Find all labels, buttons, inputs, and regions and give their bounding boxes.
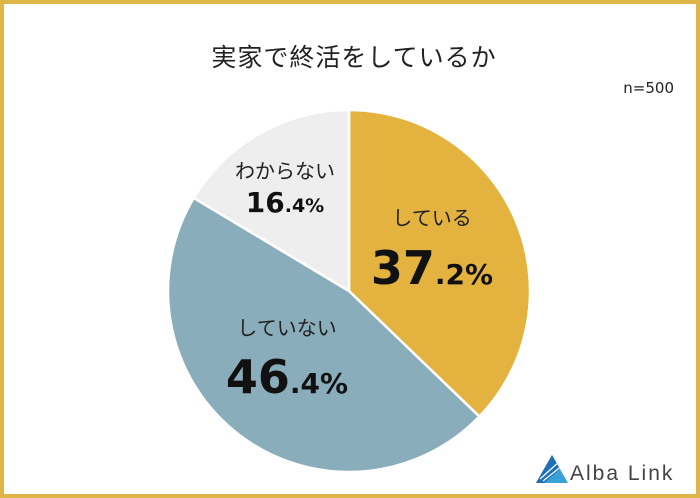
pie-slice-not-doing: [166, 196, 482, 474]
pie-slice-unknown: [192, 108, 351, 294]
slice-label-not-doing: していない: [237, 316, 336, 340]
slice-value-doing: 37.2%: [371, 241, 493, 295]
pie-slices: [166, 108, 532, 474]
sample-size: n=500: [623, 79, 674, 97]
slice-label-unknown: わからない: [235, 159, 335, 183]
pie-slice-doing: [347, 108, 532, 419]
alba-link-logo-icon: [536, 455, 568, 483]
slice-value-unknown: 16.4%: [246, 186, 324, 219]
brand-name: Alba Link: [570, 462, 675, 485]
slice-value-not-doing: 46.4%: [226, 350, 348, 404]
pie-labels: している 37.2% していない 46.4% わからない 16.4%: [226, 159, 493, 404]
slice-label-doing: している: [392, 206, 471, 230]
chart-title: 実家で終活をしているか: [211, 43, 497, 72]
